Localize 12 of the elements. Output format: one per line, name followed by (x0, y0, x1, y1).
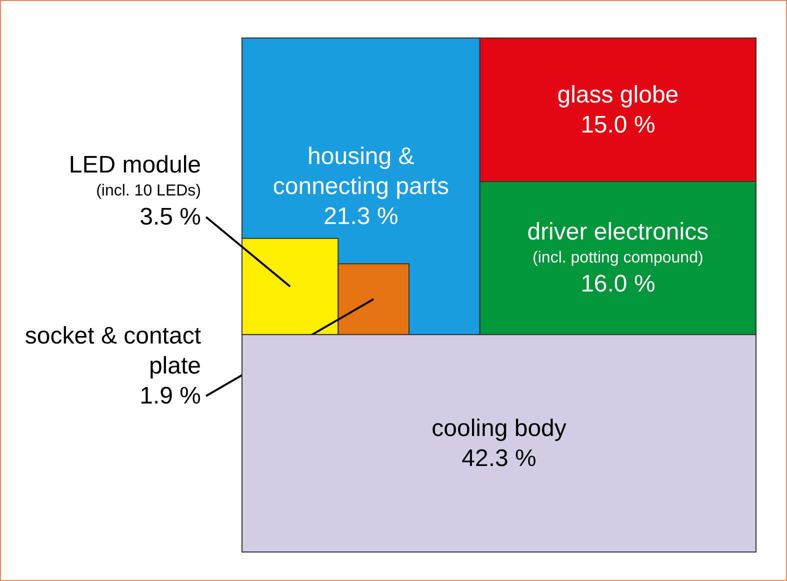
data-label: 1.9 % (140, 382, 201, 410)
data-label: 21.3 % (324, 202, 398, 230)
category-label: LED module (incl. 10 LEDs) (68, 152, 201, 200)
category-label: socket & contact plate (24, 322, 202, 380)
category-label: cooling body (432, 414, 566, 442)
category-label: driver electronics (incl. potting compound) (527, 218, 709, 267)
data-label: 15.0 % (580, 111, 656, 138)
category-label: glass globe (557, 81, 679, 108)
data-label: 3.5 % (140, 204, 201, 230)
category-label: housing & connecting parts (272, 142, 449, 200)
data-label: 42.3 % (462, 444, 536, 472)
data-label: 16.0 % (580, 270, 656, 298)
